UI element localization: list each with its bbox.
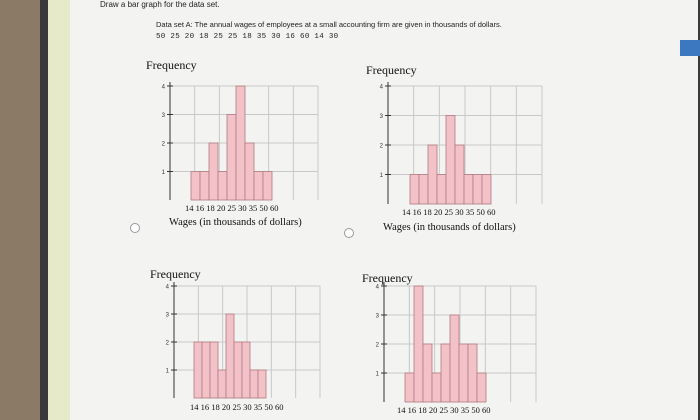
bar-20	[217, 369, 227, 399]
y-tick-label: 3	[380, 114, 384, 120]
bar-25	[440, 343, 451, 403]
bar-20	[436, 174, 447, 205]
bar-14	[193, 341, 203, 399]
bar-50	[249, 369, 259, 399]
question-page	[48, 0, 698, 420]
bar-chart-2: 1 2 3 4	[380, 82, 543, 205]
bar-35	[458, 343, 469, 403]
bar-35	[244, 142, 255, 201]
y-tick-label: 1	[162, 170, 166, 176]
left-margin-stripe	[48, 0, 70, 420]
bar-16	[199, 171, 210, 201]
bar-chart-4: 1 2 3 4	[376, 282, 537, 403]
y-tick-label: 2	[166, 341, 170, 347]
y-tick-label: 3	[376, 314, 380, 320]
y-tick-label: 1	[376, 372, 380, 378]
bar-chart-3: 1 2 3 4	[166, 282, 321, 399]
option-2-radio[interactable]	[344, 228, 354, 238]
bar-18	[209, 341, 219, 399]
bar-35	[463, 174, 474, 205]
bar-25	[225, 313, 235, 399]
y-tick-label: 3	[166, 313, 170, 319]
bar-30	[233, 341, 243, 399]
y-tick-label: 4	[376, 285, 380, 291]
bar-14	[404, 372, 415, 403]
y-tick-label: 3	[162, 113, 166, 119]
y-axis-label: Frequency	[146, 58, 197, 72]
x-tick-labels: 14 16 18 20 25 30 35 50 60	[185, 203, 279, 213]
y-tick-label: 4	[162, 85, 166, 91]
bar-16	[418, 174, 429, 205]
bar-35	[241, 341, 251, 399]
bar-18	[208, 142, 219, 201]
instruction-text: Draw a bar graph for the data set.	[100, 0, 220, 9]
bar-20	[217, 171, 228, 201]
x-tick-labels: 14 16 18 20 25 30 35 50 60	[190, 402, 284, 412]
bar-16	[201, 341, 211, 399]
bar-chart-1: 1 2 3 4	[162, 82, 319, 201]
bar-14	[409, 174, 420, 205]
y-tick-label: 4	[166, 285, 170, 291]
x-axis-label: Wages (in thousands of dollars)	[383, 222, 516, 233]
bar-60	[262, 171, 273, 201]
bar-25	[445, 115, 456, 205]
y-axis-label: Frequency	[362, 271, 413, 285]
y-tick-label: 2	[376, 343, 380, 349]
bar-60	[476, 372, 487, 403]
bar-30	[454, 144, 465, 205]
bar-60	[257, 369, 267, 399]
bar-50	[467, 343, 478, 403]
y-tick-label: 2	[380, 144, 384, 150]
bar-16	[413, 285, 424, 403]
y-tick-label: 2	[162, 142, 166, 148]
y-tick-label: 4	[380, 85, 384, 91]
y-axis-label: Frequency	[150, 267, 201, 281]
x-tick-labels: 14 16 18 20 25 30 35 50 60	[397, 405, 491, 415]
bar-18	[422, 343, 433, 403]
bar-20	[431, 372, 442, 403]
dataset-title: Data set A: The annual wages of employee…	[156, 20, 502, 29]
bar-25	[226, 114, 237, 201]
bar-14	[190, 171, 201, 201]
bar-30	[449, 314, 460, 403]
side-button[interactable]	[680, 40, 700, 56]
bar-18	[427, 144, 438, 205]
dataset-values: 50 25 20 18 25 25 18 35 30 16 60 14 30	[156, 33, 339, 41]
bar-50	[472, 174, 483, 205]
bar-30	[235, 85, 246, 201]
y-axis-label: Frequency	[366, 63, 417, 77]
y-tick-label: 1	[380, 173, 384, 179]
y-tick-label: 1	[166, 369, 170, 375]
option-1-radio[interactable]	[130, 223, 140, 233]
x-axis-label: Wages (in thousands of dollars)	[169, 217, 302, 228]
bar-60	[481, 174, 492, 205]
x-tick-labels: 14 16 18 20 25 30 35 50 60	[402, 207, 496, 217]
bar-50	[253, 171, 264, 201]
